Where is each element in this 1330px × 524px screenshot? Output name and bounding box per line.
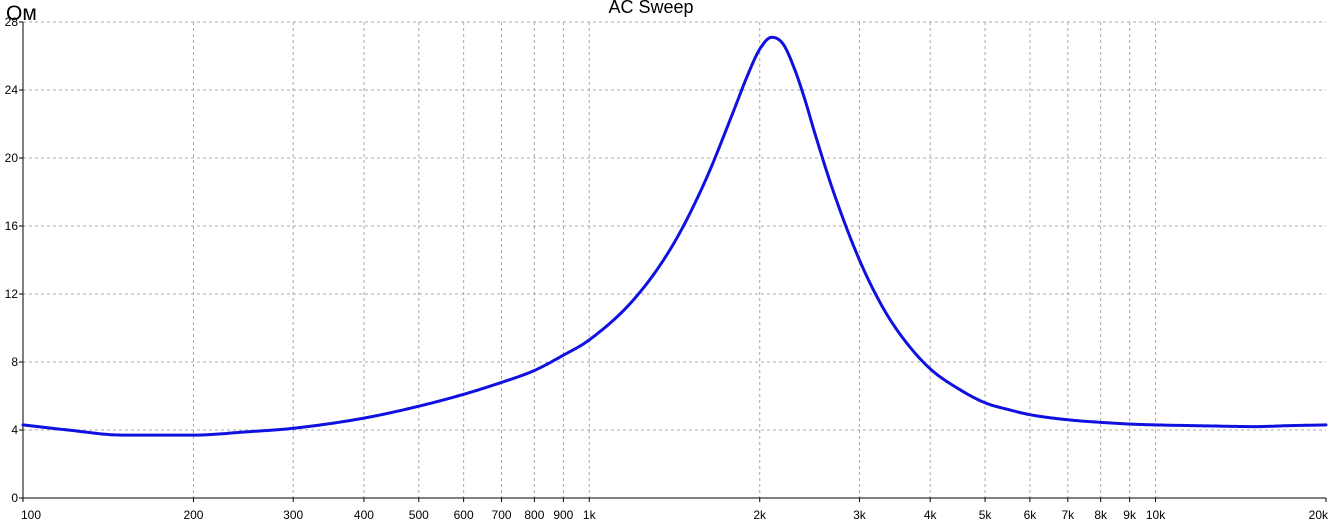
x-tick-label: 10k [1146, 508, 1166, 522]
x-tick-label: 5k [979, 508, 993, 522]
x-tick-label: 4k [924, 508, 938, 522]
y-tick-label: 4 [11, 423, 18, 437]
x-tick-label: 100 [21, 508, 41, 522]
x-tick-label: 600 [454, 508, 474, 522]
y-tick-label: 24 [5, 83, 19, 97]
chart-title: AC Sweep [608, 0, 693, 17]
x-tick-label: 800 [524, 508, 544, 522]
axes [19, 21, 1327, 502]
x-tick-label: 3k [853, 508, 867, 522]
x-tick-label: 2k [753, 508, 767, 522]
x-tick-label: 20k [1309, 508, 1329, 522]
x-tick-label: 200 [183, 508, 203, 522]
y-tick-label: 28 [5, 15, 19, 29]
x-tick-label: 500 [409, 508, 429, 522]
x-tick-label: 900 [553, 508, 573, 522]
x-tick-label: 300 [283, 508, 303, 522]
y-tick-label: 8 [11, 355, 18, 369]
x-tick-label: 700 [492, 508, 512, 522]
x-tick-label: 400 [354, 508, 374, 522]
x-tick-label: 6k [1024, 508, 1038, 522]
y-tick-label: 12 [5, 287, 19, 301]
y-axis-unit-label: Ом [6, 2, 37, 25]
x-tick-label: 8k [1094, 508, 1108, 522]
grid [23, 21, 1326, 498]
series [21, 35, 1328, 437]
y-tick-label: 0 [11, 491, 18, 505]
y-tick-label: 16 [5, 219, 19, 233]
x-tick-label: 1k [583, 508, 597, 522]
y-tick-label: 20 [5, 151, 19, 165]
x-tick-label: 9k [1123, 508, 1137, 522]
x-tick-label: 7k [1061, 508, 1075, 522]
impedance-series-line-0 [21, 35, 1328, 437]
tick-labels: 0 4 8 12 16 20 24 28 100 200 300 400 500 600 700 800 900… [5, 15, 1329, 522]
